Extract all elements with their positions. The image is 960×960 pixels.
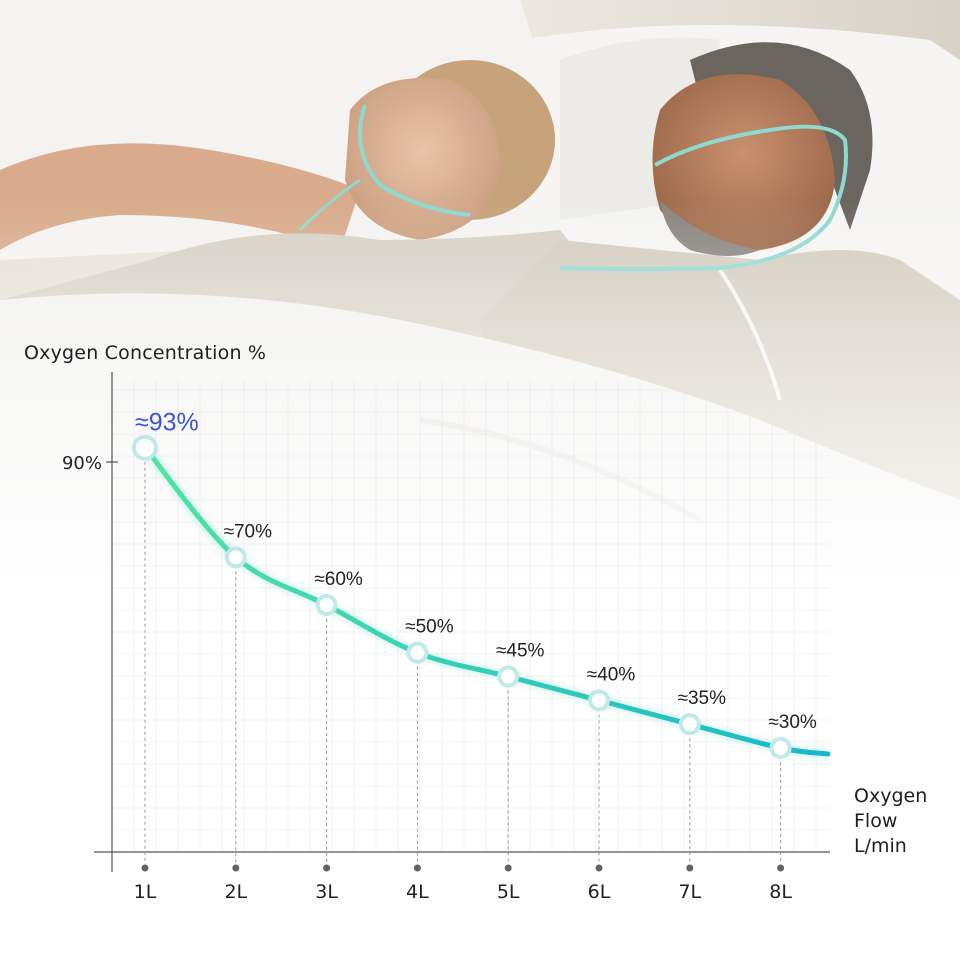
x-tick-dot: [504, 864, 512, 872]
x-tick-label: 7L: [678, 881, 701, 903]
x-tick-dot: [777, 864, 785, 872]
data-point: [678, 713, 701, 736]
data-point: [406, 641, 429, 664]
data-point: [588, 689, 610, 712]
x-tick-dot: [232, 864, 240, 872]
data-label: ≈93%: [135, 409, 199, 437]
x-tick-dot: [141, 864, 149, 872]
x-tick-dot: [323, 864, 331, 872]
data-point: [315, 594, 338, 616]
x-tick-label: 5L: [497, 881, 520, 903]
y-tick-label: 90%: [62, 453, 102, 474]
data-label: ≈45%: [496, 641, 545, 662]
x-tick-label: 1L: [134, 881, 157, 903]
x-tick-dot: [595, 864, 603, 872]
data-label: ≈70%: [224, 521, 273, 542]
x-axis-title: Oxygen Flow L/min: [854, 784, 927, 859]
series-line: [142, 445, 831, 757]
data-point: [769, 737, 792, 759]
x-tick-dot: [413, 864, 421, 872]
x-tick-label: 3L: [315, 881, 338, 903]
data-label: ≈35%: [678, 688, 727, 709]
x-tick-label: 8L: [769, 881, 792, 903]
x-axis-title-line-2: Flow: [854, 810, 898, 832]
y-axis-title: Oxygen Concentration %: [24, 342, 267, 364]
data-point: [224, 546, 247, 569]
x-tick-label: 6L: [588, 881, 611, 903]
x-axis-title-line-3: L/min: [854, 835, 907, 857]
x-tick-label: 4L: [406, 881, 429, 903]
data-label: ≈30%: [768, 712, 817, 733]
data-label: ≈60%: [314, 569, 363, 590]
data-label: ≈50%: [405, 617, 454, 638]
x-tick-dot: [686, 864, 694, 872]
data-point: [497, 665, 520, 688]
x-tick-label: 2L: [224, 881, 247, 903]
x-axis-title-line-1: Oxygen: [854, 785, 928, 807]
data-label: ≈40%: [587, 664, 636, 685]
data-point: [132, 434, 158, 461]
